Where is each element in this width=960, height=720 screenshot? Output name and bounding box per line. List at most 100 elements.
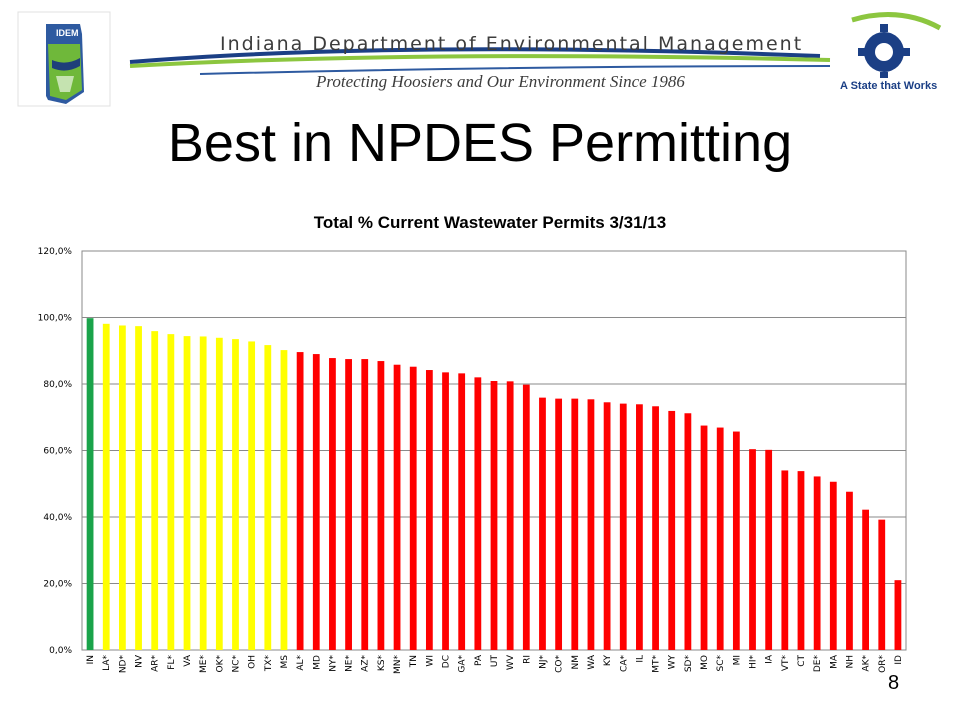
slide-title: Best in NPDES Permitting — [167, 113, 793, 173]
bar-fl — [167, 334, 175, 650]
bar-tx — [264, 345, 272, 650]
x-tick-label: RI — [522, 655, 532, 664]
y-tick-label: 80,0% — [43, 380, 72, 390]
x-tick-label: AK* — [862, 655, 872, 672]
x-tick-label: VT* — [781, 655, 791, 672]
x-tick-label: ND* — [118, 655, 128, 674]
bar-nj — [539, 397, 546, 650]
x-tick-label: MD — [312, 655, 322, 670]
header-graphics — [17, 11, 942, 107]
bar-ga — [458, 373, 466, 650]
bar-mt — [652, 406, 659, 650]
x-tick-label: WY — [668, 655, 678, 670]
bar-al — [296, 352, 304, 650]
x-tick-label: AR* — [151, 655, 161, 672]
bar-ca — [619, 403, 627, 650]
x-tick-label: TN — [409, 655, 419, 668]
bar-wy — [668, 410, 676, 650]
bar-oh — [248, 341, 256, 650]
x-tick-label: VA — [183, 654, 193, 667]
bar-ms — [280, 350, 288, 650]
x-tick-label: NV — [135, 654, 145, 668]
bar-ri — [522, 384, 530, 650]
state-that-works-logo — [851, 12, 942, 78]
bar-ks — [377, 361, 385, 650]
bar-ut — [490, 381, 498, 650]
org-tagline: Protecting Hoosiers and Our Environment … — [316, 72, 685, 91]
bar-co — [555, 398, 563, 650]
bar-nd — [118, 325, 126, 650]
bar-dc — [442, 372, 449, 650]
x-tick-label: FL* — [167, 655, 177, 670]
x-tick-label: ID — [894, 655, 904, 665]
bar-sc — [716, 427, 724, 650]
bar-ky — [603, 402, 611, 650]
bar-nm — [571, 398, 579, 650]
state-logo-text: A State that Works — [840, 80, 938, 92]
bar-az — [361, 359, 369, 650]
x-tick-label: AZ* — [361, 655, 371, 672]
page-number: 8 — [888, 672, 900, 694]
x-tick-label: MI — [732, 655, 742, 665]
bar-mi — [732, 431, 740, 650]
x-tick-label: WI — [425, 655, 435, 667]
bar-va — [183, 336, 191, 650]
x-tick-label: UT — [490, 655, 500, 668]
bar-sd — [684, 413, 692, 650]
x-tick-label: IA — [765, 654, 775, 664]
bar-il — [636, 404, 643, 650]
bar-vt — [781, 470, 789, 650]
idem-logo — [17, 11, 111, 107]
x-tick-label: OK* — [215, 655, 225, 673]
y-tick-label: 120,0% — [38, 247, 73, 257]
x-tick-label: IL — [635, 655, 645, 663]
x-tick-label: NE* — [345, 655, 355, 672]
bar-ma — [829, 481, 837, 650]
x-tick-label: NH — [845, 655, 855, 669]
x-tick-label: CT — [797, 655, 807, 667]
x-tick-label: PA — [474, 654, 484, 666]
bar-mo — [700, 425, 708, 650]
x-tick-label: NY* — [328, 655, 338, 672]
x-tick-label: WA — [587, 654, 597, 669]
x-tick-label: MS — [280, 655, 290, 669]
bar-de — [813, 476, 821, 650]
y-tick-label: 0,0% — [49, 646, 72, 656]
bar-me — [199, 336, 207, 650]
x-tick-label: CO* — [555, 655, 565, 673]
bar-mn — [393, 364, 401, 650]
bar-wa — [587, 399, 595, 650]
x-tick-label: ME* — [199, 655, 209, 673]
y-tick-label: 40,0% — [43, 513, 72, 523]
x-tick-label: OH — [248, 655, 258, 669]
x-tick-label: SC* — [716, 655, 726, 672]
x-tick-label: NC* — [231, 655, 241, 673]
bar-ia — [765, 449, 773, 650]
y-tick-label: 20,0% — [43, 580, 72, 590]
x-tick-label: WV — [506, 654, 516, 670]
bar-md — [312, 354, 320, 650]
bar-ok — [215, 337, 223, 650]
x-tick-label: CA* — [619, 655, 629, 672]
x-tick-label: DE* — [813, 655, 823, 673]
x-tick-label: MO — [700, 655, 710, 670]
x-tick-label: MA — [829, 654, 839, 669]
idem-logo-text: IDEM — [56, 28, 79, 38]
bar-wv — [506, 381, 514, 650]
bar-nc — [232, 339, 239, 650]
x-tick-label: SD* — [684, 655, 694, 673]
x-tick-label: AL* — [296, 655, 306, 671]
bar-ny — [329, 358, 336, 650]
x-tick-label: MN* — [393, 655, 403, 674]
bar-wi — [425, 370, 433, 650]
bar-ak — [862, 509, 870, 650]
x-tick-label: MT* — [652, 655, 662, 673]
y-tick-label: 60,0% — [43, 447, 72, 457]
bar-ct — [797, 471, 805, 650]
bar-ar — [151, 331, 159, 650]
bar-id — [894, 580, 902, 650]
bar-pa — [474, 377, 482, 650]
x-tick-label: LA* — [102, 655, 112, 671]
x-tick-label: KY — [603, 655, 613, 667]
